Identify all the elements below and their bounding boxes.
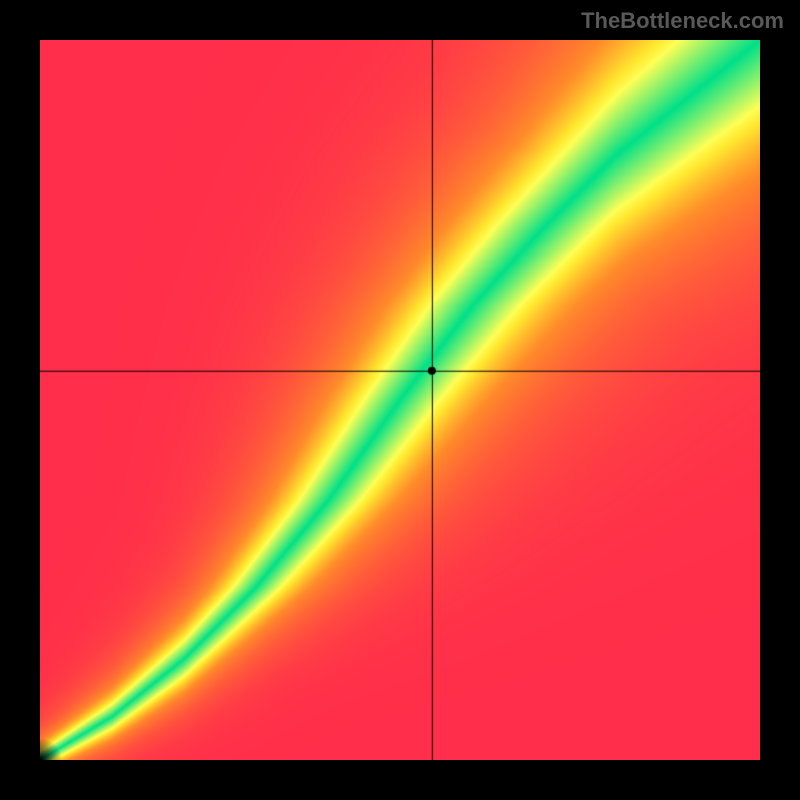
heatmap-canvas [40, 40, 760, 760]
watermark-text: TheBottleneck.com [581, 8, 784, 34]
bottleneck-heatmap [40, 40, 760, 760]
